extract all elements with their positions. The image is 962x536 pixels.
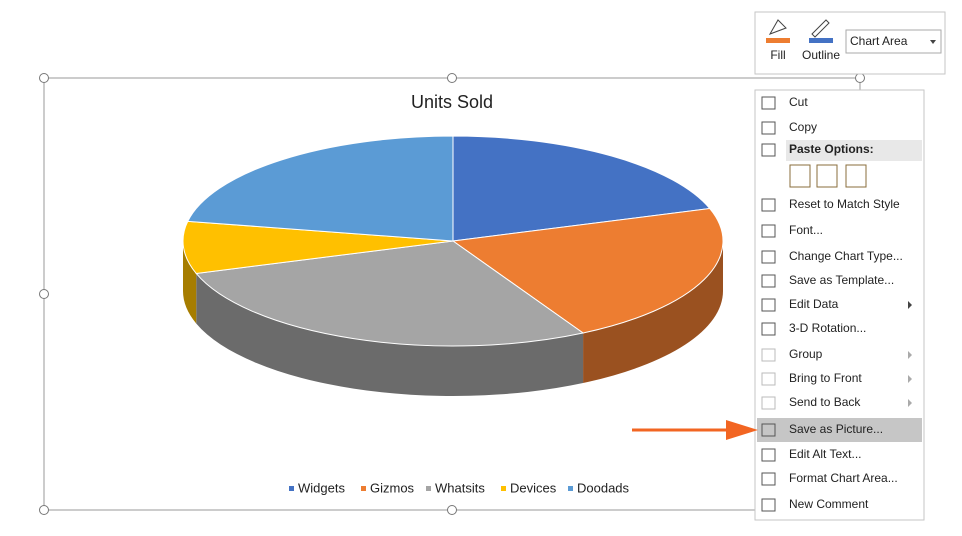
dropdown-arrow xyxy=(930,40,936,44)
menu-item[interactable]: Change Chart Type... xyxy=(789,249,903,263)
menu-icon xyxy=(761,396,776,410)
menu-item[interactable]: Edit Alt Text... xyxy=(789,447,861,461)
menu-item[interactable]: Edit Data xyxy=(789,297,839,311)
menu-icon xyxy=(761,96,776,110)
submenu-arrow xyxy=(908,301,912,309)
menu-icon xyxy=(761,372,776,386)
menu-item[interactable]: Cut xyxy=(789,95,808,109)
menu-item: Paste Options: xyxy=(789,142,874,156)
menu-icon xyxy=(761,198,776,212)
menu-icon xyxy=(761,121,776,135)
slice xyxy=(182,220,454,274)
paste-option[interactable] xyxy=(789,164,811,188)
pie xyxy=(182,135,724,396)
menu-icon xyxy=(761,322,776,336)
menu-icon xyxy=(761,423,776,437)
menu-header-bg xyxy=(786,140,922,161)
legend: Widgets Gizmos Whatsits Devices Doodads xyxy=(289,480,630,495)
context-menu xyxy=(754,89,925,521)
fill-label[interactable]: Fill xyxy=(770,48,785,62)
dropdown[interactable] xyxy=(845,29,942,54)
menu-item[interactable]: Reset to Match Style xyxy=(789,197,900,211)
menu-item[interactable]: Save as Picture... xyxy=(789,422,883,436)
legend-label: Gizmos xyxy=(370,480,415,495)
menu-item[interactable]: Copy xyxy=(789,120,817,134)
menu-icon xyxy=(761,498,776,512)
slice-side xyxy=(183,241,197,324)
outline-label[interactable]: Outline xyxy=(802,48,840,62)
outline-pen[interactable] xyxy=(811,19,830,38)
menu-item[interactable]: Save as Template... xyxy=(789,273,894,287)
menu-item: Send to Back xyxy=(789,395,861,409)
legend-label: Whatsits xyxy=(435,480,485,495)
menu-icon xyxy=(761,472,776,486)
menu-item: Group xyxy=(789,347,823,361)
outline-icon xyxy=(809,38,833,43)
legend-swatch xyxy=(501,486,506,491)
legend-swatch xyxy=(426,486,431,491)
menu-icon xyxy=(761,448,776,462)
legend-swatch xyxy=(361,486,366,491)
submenu-arrow xyxy=(908,399,912,407)
legend-label: Widgets xyxy=(298,480,345,495)
menu-item: Bring to Front xyxy=(789,371,862,385)
submenu-arrow xyxy=(908,351,912,359)
paste-option[interactable] xyxy=(816,164,838,188)
fill-bucket[interactable] xyxy=(768,19,787,35)
menu-icon xyxy=(761,250,776,264)
slice xyxy=(195,240,585,347)
slice xyxy=(451,208,724,334)
slice xyxy=(187,135,454,242)
slice-side xyxy=(196,273,584,396)
menu-items: Cut Copy Paste Options: Reset to Match Styl… xyxy=(757,95,922,512)
legend-label: Devices xyxy=(510,480,557,495)
legend-swatch xyxy=(289,486,294,491)
submenu-arrow xyxy=(908,375,912,383)
menu-item[interactable]: 3-D Rotation... xyxy=(789,321,866,335)
menu-highlight xyxy=(757,418,922,442)
menu-icon xyxy=(761,348,776,362)
legend-label: Doodads xyxy=(577,480,630,495)
menu-item[interactable]: Format Chart Area... xyxy=(789,471,898,485)
dropdown-label[interactable]: Chart Area xyxy=(850,34,908,48)
menu-item[interactable]: Font... xyxy=(789,223,823,237)
chart-title: Units Sold xyxy=(411,92,493,112)
menu-icon xyxy=(761,224,776,238)
paste-option[interactable] xyxy=(845,164,867,188)
menu-icon xyxy=(761,143,776,157)
fill-icon xyxy=(766,38,790,43)
legend-swatch xyxy=(568,486,573,491)
handles xyxy=(39,73,865,515)
menu-icon xyxy=(761,274,776,288)
menu-item[interactable]: New Comment xyxy=(789,497,869,511)
menu-icon xyxy=(761,298,776,312)
slice xyxy=(452,135,711,242)
arrow-head xyxy=(726,420,758,440)
